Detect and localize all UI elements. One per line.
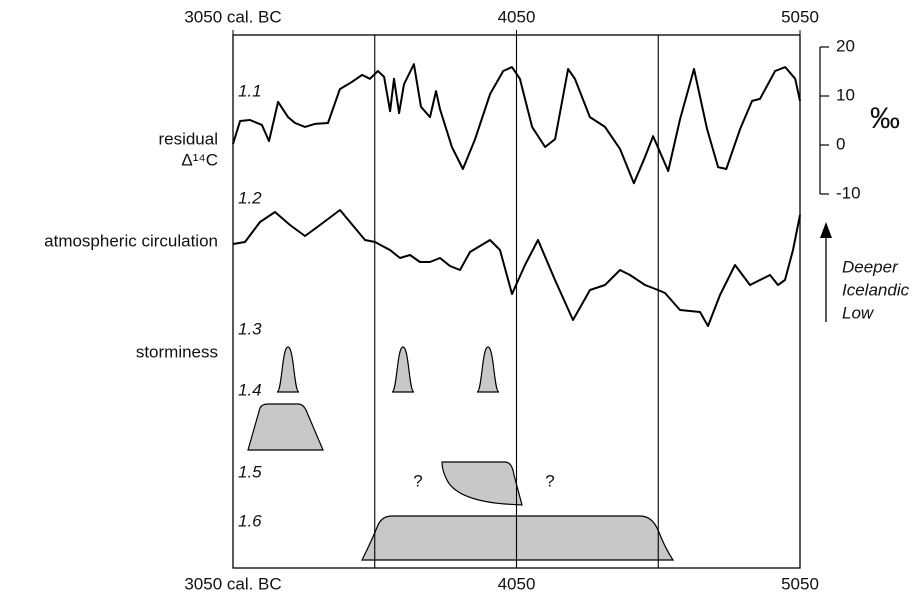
- panel-label: 1.6: [238, 511, 262, 530]
- x-tick-label: 4050: [498, 574, 536, 593]
- x-tick-label: 3050 cal. BC: [184, 574, 281, 593]
- storm-peak: [476, 346, 500, 393]
- x-tick-label: 3050 cal. BC: [184, 7, 281, 26]
- data-line: [232, 63, 801, 185]
- panel-label: 1.3: [238, 319, 262, 338]
- row-label: atmospheric circulation: [44, 231, 218, 250]
- row-label: Δ¹⁴C: [181, 150, 218, 169]
- storm-plateau: [247, 403, 324, 451]
- arrow-head: [820, 222, 832, 238]
- row-label: residual: [158, 129, 218, 148]
- storm-plateau: [361, 515, 675, 561]
- panel-label: 1.5: [238, 462, 262, 481]
- panel-label: 1.4: [238, 380, 262, 399]
- panel-label: 1.2: [238, 188, 262, 207]
- question-mark: ?: [413, 471, 422, 490]
- y-tick-label: -10: [836, 183, 861, 202]
- panel-label: 1.1: [238, 81, 262, 100]
- storm-peak: [391, 346, 415, 393]
- x-tick-label: 5050: [781, 574, 819, 593]
- row-label: storminess: [136, 342, 218, 361]
- y-unit: ‰: [870, 102, 900, 135]
- question-mark: ?: [545, 471, 554, 490]
- x-tick-label: 5050: [781, 7, 819, 26]
- arrow-label: Low: [842, 303, 875, 322]
- y-tick-label: 0: [836, 134, 845, 153]
- arrow-label: Deeper: [842, 257, 899, 276]
- storm-plateau: [441, 461, 523, 506]
- storm-peak: [276, 346, 300, 393]
- x-tick-label: 4050: [498, 7, 536, 26]
- y-tick-label: 20: [836, 36, 855, 55]
- circulation-curve: [232, 209, 801, 327]
- arrow-label: Icelandic: [842, 280, 910, 299]
- y-tick-label: 10: [836, 85, 855, 104]
